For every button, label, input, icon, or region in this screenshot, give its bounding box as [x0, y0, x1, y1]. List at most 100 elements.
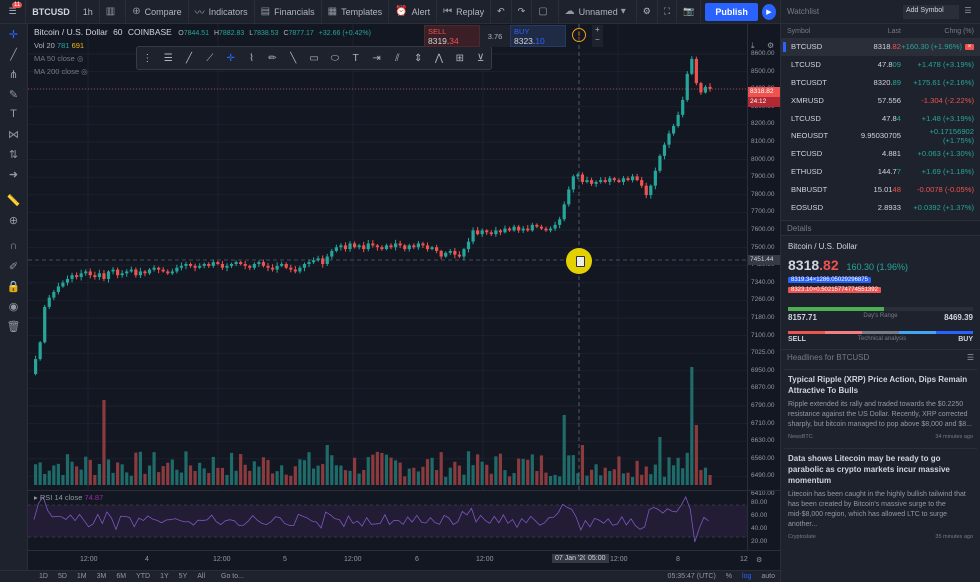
indicators-button[interactable]: 〰 Indicators: [189, 0, 255, 24]
alert-button[interactable]: ⏰ Alert: [389, 0, 438, 24]
eye-hidden-icon[interactable]: ◎: [81, 67, 88, 76]
fib-tool[interactable]: ⋔: [0, 64, 27, 84]
add-symbol-input[interactable]: Add Symbol: [903, 4, 959, 19]
compare-button[interactable]: ⊕ Compare: [126, 0, 189, 24]
tool-parallel[interactable]: ⫽: [387, 47, 408, 69]
watchlist-row[interactable]: ZCUSD: [781, 216, 980, 220]
watchlist-row[interactable]: LTCUSD 47.84 +1.48 (+3.19%): [781, 109, 980, 127]
tool-pattern[interactable]: ⋀: [429, 47, 450, 69]
range-button-1m[interactable]: 1M: [76, 573, 87, 580]
trendline-tool[interactable]: ╱: [0, 44, 27, 64]
rsi-settings-icon[interactable]: ▸: [34, 493, 38, 502]
fullscreen-button[interactable]: ⛶: [658, 0, 678, 24]
range-button-all[interactable]: All: [197, 573, 206, 580]
download-icon[interactable]: ⤓: [751, 41, 755, 50]
minus-icon[interactable]: −: [595, 35, 600, 44]
watchlist-row[interactable]: ETHUSD 144.77 +1.69 (+1.18%): [781, 163, 980, 181]
log-toggle[interactable]: log: [742, 573, 752, 580]
buy-button[interactable]: BUY 8323.10: [510, 25, 566, 47]
price-chart[interactable]: Bitcoin / U.S. Dollar 60 COINBASE O7844.…: [28, 24, 747, 490]
tool-line[interactable]: ╲: [283, 47, 304, 69]
list-icon[interactable]: ☰: [964, 5, 972, 15]
tool-horizontal-lines[interactable]: ☰: [158, 47, 179, 69]
range-button-6m[interactable]: 6M: [116, 573, 127, 580]
templates-button[interactable]: ▦ Templates: [322, 0, 390, 24]
range-button-3m[interactable]: 3M: [96, 573, 107, 580]
sell-button[interactable]: SELL 8319.34: [424, 25, 480, 47]
gear-icon[interactable]: ⚙: [756, 557, 763, 564]
redo-button[interactable]: ↷: [512, 0, 533, 24]
replay-button[interactable]: ⏮ Replay: [437, 0, 492, 24]
gear-icon[interactable]: ⚙: [767, 41, 775, 50]
watchlist-row[interactable]: BTCUSD 8318.82 +160.30 (+1.96%) ×: [781, 38, 980, 56]
text-tool[interactable]: T: [0, 104, 27, 124]
publish-button[interactable]: Publish: [705, 2, 758, 21]
info-icon[interactable]: !: [572, 28, 586, 42]
tool-pencil[interactable]: ✏: [262, 47, 283, 69]
zoom-tool[interactable]: ⊕: [0, 210, 27, 230]
tool-fib[interactable]: ⊞: [449, 47, 470, 69]
auto-toggle[interactable]: auto: [761, 573, 775, 580]
tool-forecast[interactable]: ⊻: [470, 47, 491, 69]
settings-button[interactable]: ⚙: [637, 0, 658, 24]
crosshair-tool[interactable]: ✛: [0, 24, 27, 44]
news-item[interactable]: Data shows Litecoin may be ready to go p…: [784, 448, 977, 544]
rsi-scale[interactable]: 80.00 60.00 40.00 20.00: [747, 490, 780, 550]
drag-handle[interactable]: ⋮: [137, 47, 158, 69]
play-button[interactable]: ▶: [761, 3, 776, 20]
tool-text[interactable]: T: [345, 47, 366, 69]
watchlist-title[interactable]: Watchlist: [787, 7, 820, 16]
watchlist-row[interactable]: ETCUSD 4.881 +0.063 (+1.30%): [781, 145, 980, 163]
magnet-tool[interactable]: ∩: [0, 236, 27, 256]
news-item[interactable]: Typical Ripple (XRP) Price Action, Dips …: [784, 369, 977, 444]
layout-name-button[interactable]: ☁ Unnamed ▾: [559, 0, 637, 24]
range-button-1y[interactable]: 1Y: [160, 573, 169, 580]
time-axis[interactable]: ⚙ 12:00 4 12:00 5 12:00 6 12:00 07 Jan '20 05:00…: [28, 550, 780, 570]
plus-icon[interactable]: +: [595, 25, 600, 34]
main-menu-button[interactable]: ☰ 11: [0, 0, 27, 24]
tool-ellipse[interactable]: ⬭: [324, 47, 345, 69]
financials-button[interactable]: ▤ Financials: [255, 0, 322, 24]
screenshot-button[interactable]: 📷: [677, 0, 702, 24]
rsi-pane[interactable]: ▸ RSI 14 close 74.87: [28, 490, 747, 550]
watchlist-row[interactable]: XMRUSD 57.556 -1.304 (-2.22%): [781, 91, 980, 109]
symbol-search-input[interactable]: BTCUSD: [26, 0, 77, 24]
range-button-5d[interactable]: 5D: [57, 573, 67, 580]
ma50-legend[interactable]: MA 50 close ◎: [34, 54, 84, 63]
ma200-legend[interactable]: MA 200 close ◎: [34, 67, 88, 76]
lock-drawings-tool[interactable]: 🔒: [0, 276, 27, 296]
brush-tool[interactable]: ✎: [0, 84, 27, 104]
tool-ray[interactable]: ⟋: [199, 47, 220, 69]
goto-button[interactable]: Go to...: [221, 573, 244, 580]
tool-crosshair[interactable]: ✛: [220, 47, 241, 69]
watchlist-row[interactable]: BNBUSDT 15.0148 -0.0078 (-0.05%): [781, 180, 980, 198]
watchlist-row[interactable]: NEOUSDT 9.95030705 +0.17156902 (+1.75%): [781, 127, 980, 145]
range-button-1d[interactable]: 1D: [39, 573, 48, 580]
range-button-ytd[interactable]: YTD: [136, 573, 151, 580]
stay-drawing-tool[interactable]: ✐: [0, 256, 27, 276]
remove-drawings-tool[interactable]: 🗑: [0, 316, 27, 336]
hide-drawings-tool[interactable]: ◉: [0, 296, 27, 316]
pattern-tool[interactable]: ⋈: [0, 124, 27, 144]
tool-brush[interactable]: ⌇: [241, 47, 262, 69]
interval-button[interactable]: 1h: [77, 0, 100, 24]
details-header[interactable]: Details: [781, 220, 980, 236]
arrow-tool[interactable]: ➜: [0, 164, 27, 184]
price-scale[interactable]: ⤓ ⚙ 8600.008500.008400.008300.008200.008…: [747, 24, 781, 497]
chart-type-button[interactable]: ▥: [100, 0, 127, 24]
list-icon[interactable]: ☰: [966, 353, 974, 362]
eye-hidden-icon[interactable]: ◎: [76, 54, 84, 63]
tool-rectangle[interactable]: ▭: [304, 47, 325, 69]
prediction-tool[interactable]: ⇅: [0, 144, 27, 164]
tool-trendline[interactable]: ╱: [179, 47, 200, 69]
col-last[interactable]: Last: [887, 27, 901, 35]
quantity-stepper[interactable]: + −: [592, 25, 603, 47]
volume-legend[interactable]: Vol 20 781 691: [34, 41, 84, 50]
col-symbol[interactable]: Symbol: [787, 27, 811, 35]
ruler-tool[interactable]: 📏: [0, 190, 27, 210]
percent-toggle[interactable]: %: [725, 573, 733, 580]
ta-label[interactable]: Technical analysis: [857, 336, 907, 342]
col-chg[interactable]: Chng (%): [944, 27, 974, 35]
layout-select-button[interactable]: ▢: [532, 0, 559, 24]
watchlist-row[interactable]: BTCUSDT 8320.89 +175.61 (+2.16%): [781, 74, 980, 92]
